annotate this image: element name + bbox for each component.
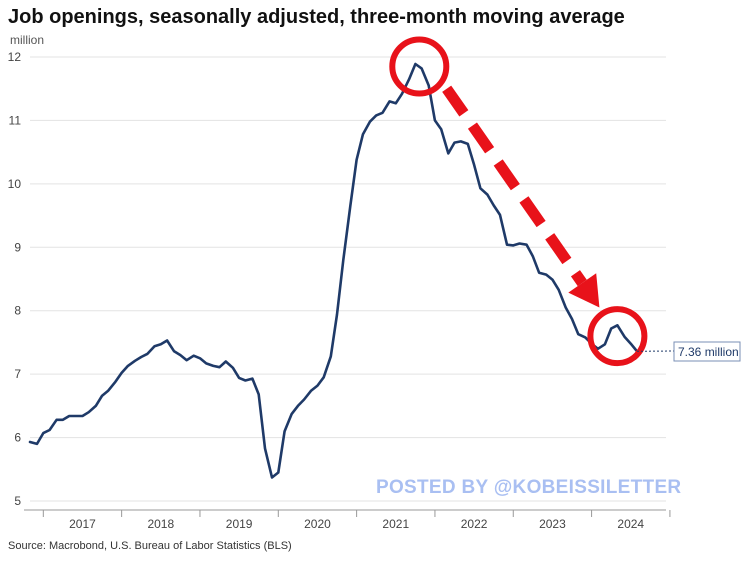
x-axis: 2017 2018 2019 2020 2021 2022 2023 2024 <box>24 509 671 531</box>
source-note: Source: Macrobond, U.S. Bureau of Labor … <box>8 540 292 552</box>
highlight-circle <box>587 306 648 367</box>
annotations <box>389 36 648 367</box>
y-tick-label: 12 <box>8 50 22 64</box>
x-tick-label: 2019 <box>226 517 253 531</box>
end-value-label: 7.36 million <box>678 345 739 359</box>
x-tick-label: 2022 <box>461 517 488 531</box>
x-tick-label: 2017 <box>69 517 96 531</box>
x-tick-label: 2023 <box>539 517 566 531</box>
x-tick-label: 2021 <box>382 517 409 531</box>
y-tick-label: 9 <box>14 240 21 254</box>
highlight-circle <box>389 36 450 97</box>
trend-arrow-head <box>568 273 600 308</box>
series-line <box>28 62 639 479</box>
x-tick-label: 2024 <box>617 517 644 531</box>
trend-arrow-shaft <box>442 85 587 287</box>
y-axis-unit-label: million <box>10 33 45 47</box>
y-axis-ticks: 5 6 7 8 9 10 11 12 <box>8 50 22 508</box>
series-line-group <box>28 62 639 479</box>
line-chart: 5 6 7 8 9 10 11 12 2017 2018 2019 2020 2021 2022 2023… <box>8 36 741 531</box>
y-tick-label: 11 <box>9 113 22 127</box>
gridlines <box>30 56 666 502</box>
y-tick-label: 10 <box>8 177 22 191</box>
chart-title: Job openings, seasonally adjusted, three… <box>8 6 625 28</box>
y-tick-label: 8 <box>14 304 21 318</box>
end-label-box <box>673 341 741 362</box>
end-value-callout: 7.36 million <box>636 341 741 362</box>
y-tick-label: 7 <box>14 367 21 381</box>
y-tick-label: 5 <box>14 494 21 508</box>
y-tick-label: 6 <box>14 431 21 445</box>
watermark-text: POSTED BY @KOBEISSILETTER <box>376 477 681 498</box>
x-tick-label: 2020 <box>304 517 331 531</box>
x-tick-label: 2018 <box>147 517 174 531</box>
